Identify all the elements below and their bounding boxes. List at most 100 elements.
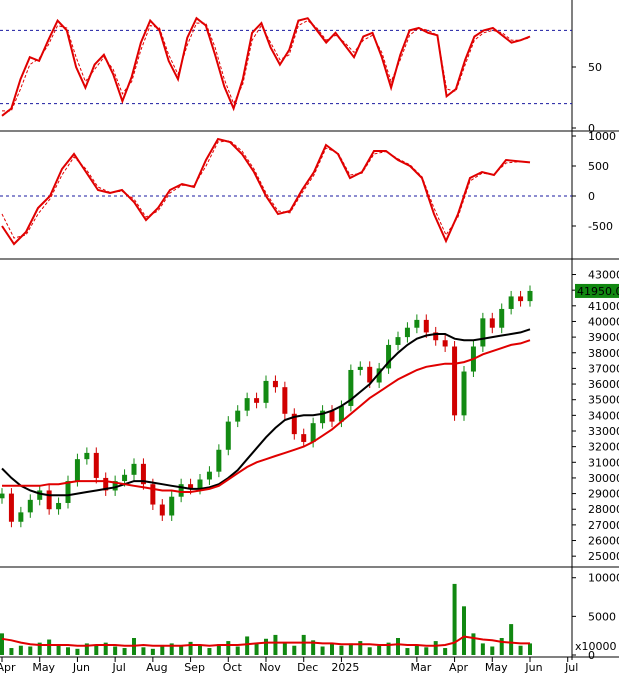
volume-bar	[264, 638, 268, 655]
volume-bar	[84, 643, 89, 655]
candle-body	[84, 452, 90, 460]
stochastic-tick-label: 0	[588, 122, 595, 135]
candle-body	[291, 413, 297, 435]
price-tick-label: 25000	[588, 550, 619, 563]
candle-body	[376, 368, 382, 383]
volume-bar	[499, 638, 504, 655]
volume-bar	[169, 643, 174, 655]
x-tick-label: May	[32, 661, 55, 673]
candle-body	[46, 490, 52, 510]
x-tick-label: May	[485, 661, 508, 673]
volume-tick-label: 10000	[588, 572, 619, 585]
x-tick-label: Aug	[146, 661, 167, 673]
volume-bar	[518, 645, 523, 655]
price-tick-label: 39000	[588, 331, 619, 344]
candle-body	[367, 366, 373, 383]
candle-body	[310, 423, 316, 442]
oscillator-tick-label: 0	[588, 190, 595, 203]
price-tick-label: 29000	[588, 488, 619, 501]
candle-body	[93, 452, 99, 478]
oscillator-tick-label: 500	[588, 160, 609, 173]
volume-bar	[226, 641, 231, 655]
volume-bar	[414, 644, 419, 655]
candle-body	[159, 504, 165, 516]
price-tick-label: 26000	[588, 535, 619, 548]
oscillator-solid-line	[1, 137, 531, 246]
candle-body	[254, 398, 260, 403]
volume-bar	[94, 645, 99, 655]
candle-body	[112, 481, 118, 491]
volume-bar	[424, 647, 429, 655]
volume-bar	[28, 646, 33, 655]
candle-body	[37, 490, 43, 500]
candle-body	[272, 380, 278, 388]
last-price-tag	[575, 283, 619, 298]
stochastic-solid-line	[1, 16, 531, 117]
x-tick-label: Jul	[564, 661, 578, 673]
candle-body	[320, 410, 326, 424]
x-tick-label: Sep	[184, 661, 205, 673]
volume-bar	[311, 640, 316, 655]
x-tick-label: Apr	[449, 661, 469, 673]
volume-tick-label: 5000	[588, 610, 616, 623]
candle-body	[489, 318, 495, 328]
price-tick-label: 33000	[588, 425, 619, 438]
candle-body	[357, 366, 363, 370]
candle-body	[414, 319, 420, 328]
candle-body	[480, 318, 486, 347]
volume-bar	[462, 606, 466, 655]
x-tick-label: Jun	[72, 661, 90, 673]
volume-bar	[396, 638, 400, 655]
candle-body	[235, 410, 241, 422]
candle-body	[188, 484, 194, 489]
volume-bar	[179, 646, 184, 655]
volume-tick-label: 0	[588, 649, 595, 662]
volume-bar	[113, 646, 118, 655]
oscillator-dashed-line	[1, 140, 531, 239]
volume-bar	[301, 634, 306, 655]
candle-body	[131, 463, 137, 475]
volume-unit-label: x10000	[575, 640, 617, 653]
price-tick-label: 27000	[588, 519, 619, 532]
x-tick-label: Oct	[223, 661, 243, 673]
volume-bar	[339, 645, 344, 655]
volume-bar	[254, 642, 259, 655]
price-tick-label: 35000	[588, 394, 619, 407]
price-tick-label: 36000	[588, 378, 619, 391]
x-tick-label: 2025	[331, 661, 359, 673]
candle-body	[197, 479, 203, 489]
candle-body	[263, 380, 269, 403]
volume-bar	[509, 624, 514, 655]
volume-bar	[358, 641, 363, 655]
oscillator-tick-label: -500	[588, 220, 613, 233]
x-tick-label: Mar	[410, 661, 431, 673]
price-tick-label: 41000	[588, 300, 619, 313]
volume-bar	[47, 639, 52, 655]
x-tick-label: Jun	[524, 661, 542, 673]
volume-bar	[528, 643, 532, 655]
candle-body	[27, 499, 33, 513]
volume-bar	[198, 645, 202, 655]
volume-bar	[292, 645, 297, 655]
candle-body	[65, 481, 71, 503]
candle-body	[140, 463, 146, 485]
price-tick-label: 31000	[588, 456, 619, 469]
volume-bar	[471, 633, 476, 655]
volume-bar	[433, 641, 438, 655]
candle-body	[527, 290, 533, 302]
candle-body	[395, 337, 401, 345]
price-tick-label: 40000	[588, 315, 619, 328]
price-tick-label: 37000	[588, 362, 619, 375]
volume-bar	[0, 633, 4, 655]
x-tick-label: Jul	[112, 661, 126, 673]
candle-body	[206, 471, 212, 480]
volume-bar	[452, 583, 457, 655]
candle-body	[386, 344, 392, 369]
stochastic-tick-label: 50	[588, 61, 602, 74]
price-tick-label: 30000	[588, 472, 619, 485]
volume-bar	[188, 641, 193, 655]
candle-body	[0, 493, 5, 499]
candle-body	[169, 496, 175, 516]
volume-bar	[216, 644, 221, 655]
